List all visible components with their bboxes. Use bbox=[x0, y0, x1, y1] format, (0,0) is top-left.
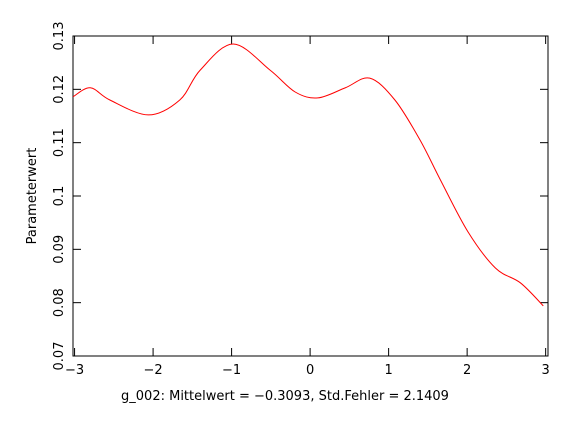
y-tick-label: 0.07 bbox=[52, 342, 67, 371]
y-tick-label: 0.08 bbox=[52, 288, 67, 317]
x-tick-label: 2 bbox=[463, 363, 471, 378]
x-tick-label: −2 bbox=[143, 363, 162, 378]
x-tick-label: 1 bbox=[384, 363, 392, 378]
x-tick-label: 3 bbox=[542, 363, 550, 378]
plot-frame bbox=[72, 35, 549, 357]
y-tick-label: 0.09 bbox=[52, 235, 67, 264]
line-series bbox=[72, 43, 544, 307]
y-axis-label: Parameterwert bbox=[25, 148, 40, 245]
y-tick-label: 0.11 bbox=[52, 128, 67, 157]
y-tick-label: 0.12 bbox=[52, 75, 67, 104]
y-tick-label: 0.13 bbox=[52, 22, 67, 51]
x-tick-label: 0 bbox=[306, 363, 314, 378]
x-axis-label: g_002: Mittelwert = −0.3093, Std.Fehler … bbox=[121, 389, 449, 404]
x-tick-label: −3 bbox=[65, 363, 84, 378]
x-tick-label: −1 bbox=[222, 363, 241, 378]
y-tick-label: 0.1 bbox=[52, 186, 67, 207]
